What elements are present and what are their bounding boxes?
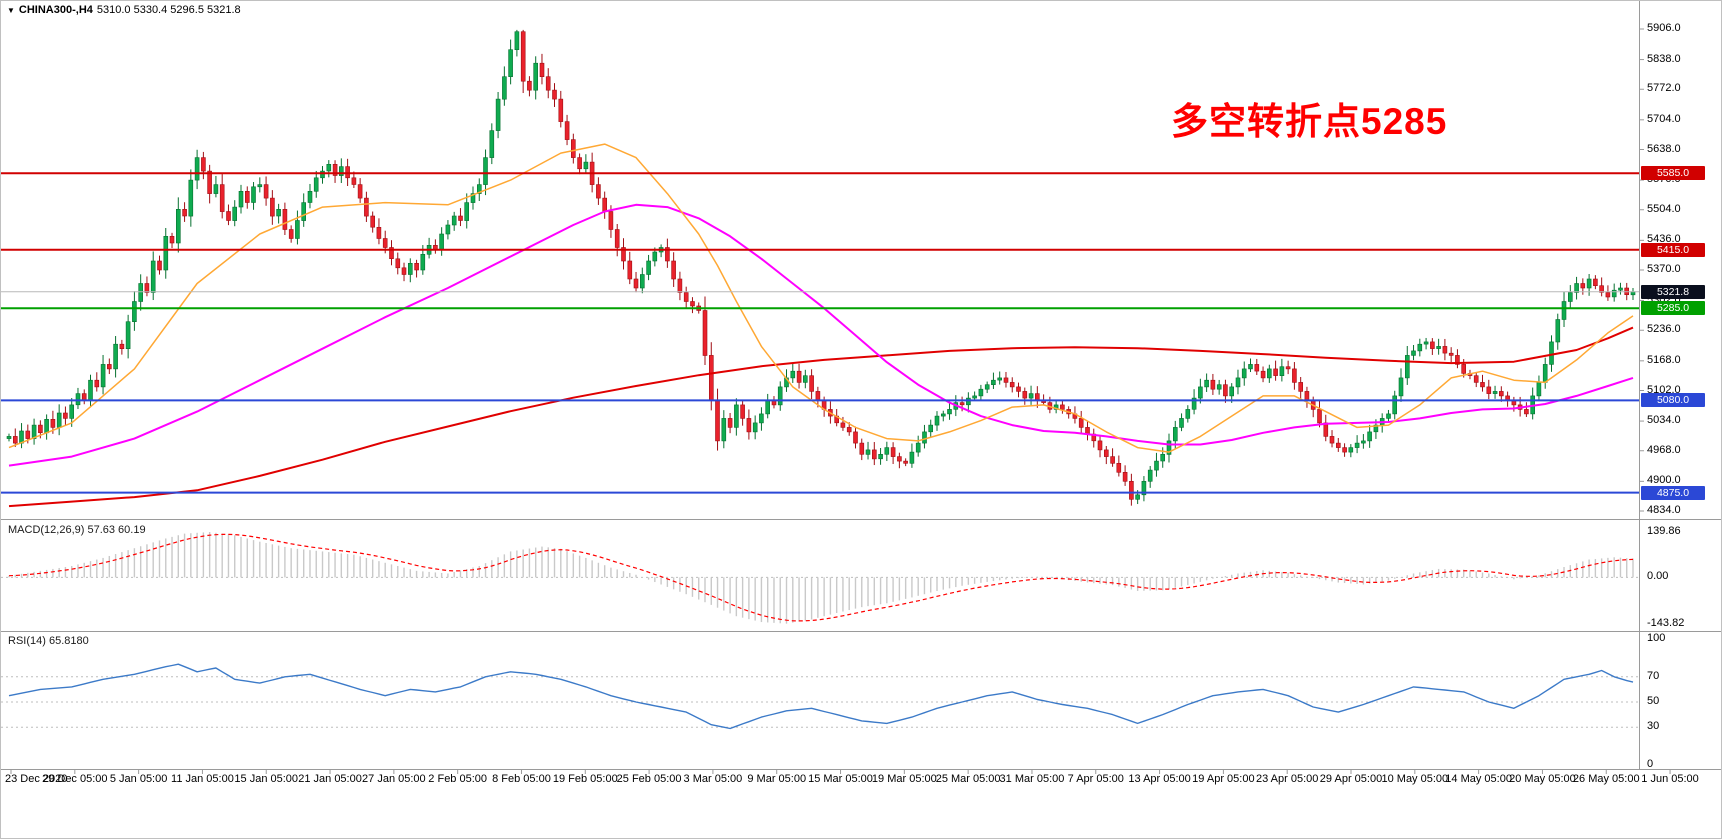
time-axis-label: 9 Mar 05:00 <box>747 773 807 785</box>
price-line-label: 5080.0 <box>1641 393 1705 407</box>
macd-indicator-label: MACD(12,26,9) 57.63 60.19 <box>8 524 146 536</box>
rsi-indicator-label: RSI(14) 65.8180 <box>8 635 89 647</box>
time-axis-label: 15 Mar 05:00 <box>808 773 873 785</box>
time-axis-label: 15 Jan 05:00 <box>234 773 299 785</box>
time-axis-label: 23 Apr 05:00 <box>1255 773 1319 785</box>
time-axis-label: 23 Dec 2020 <box>5 773 68 785</box>
horizontal-price-lines[interactable] <box>1 172 1639 494</box>
price-line-label: 4875.0 <box>1641 486 1705 500</box>
price-tick-label: 5772.0 <box>1647 82 1681 94</box>
price-tick-label: 4968.0 <box>1647 444 1681 456</box>
rsi-axis-label: 50 <box>1647 695 1660 707</box>
price-line-label: 5321.8 <box>1641 285 1705 299</box>
rsi-axis-label: 70 <box>1647 670 1660 682</box>
price-tick-label: 5168.0 <box>1647 354 1681 366</box>
price-line-label: 5415.0 <box>1641 243 1705 257</box>
price-tick-label: 5504.0 <box>1647 203 1681 215</box>
price-tick-label: 4900.0 <box>1647 474 1681 486</box>
time-axis-label: 31 Mar 05:00 <box>999 773 1065 785</box>
moving-average-medium-line <box>8 203 1634 467</box>
time-axis-label: 19 Feb 05:00 <box>552 773 618 785</box>
candlestick-layer <box>6 29 1636 506</box>
time-axis-label: 29 Apr 05:00 <box>1319 773 1383 785</box>
price-tick-label: 5906.0 <box>1647 22 1681 34</box>
time-axis-label: 27 Jan 05:00 <box>362 773 426 785</box>
time-axis-label: 5 Jan 05:00 <box>109 773 168 785</box>
time-axis-label: 19 Mar 05:00 <box>871 773 937 785</box>
price-tick-label: 4834.0 <box>1647 504 1681 516</box>
macd-axis-label: -143.82 <box>1647 617 1685 629</box>
symbol-dropdown-icon[interactable]: ▼ <box>7 5 15 15</box>
price-tick-label: 5436.0 <box>1647 233 1681 245</box>
annotation-text: 多空转折点5285 <box>1171 101 1448 142</box>
moving-average-fast-line <box>8 143 1634 453</box>
price-tick-label: 5704.0 <box>1647 113 1681 125</box>
ohlc-values: 5310.0 5330.4 5296.5 5321.8 <box>96 4 241 16</box>
time-axis-label: 3 Mar 05:00 <box>683 773 743 785</box>
time-axis-label: 1 Jun 05:00 <box>1641 773 1699 785</box>
time-axis-label: 21 Jan 05:00 <box>298 773 362 785</box>
time-axis-label: 2 Feb 05:00 <box>428 773 488 785</box>
price-line-label: 5585.0 <box>1641 166 1705 180</box>
rsi-panel <box>1 663 1639 730</box>
price-tick-label: 5638.0 <box>1647 143 1681 155</box>
price-tick-label: 5236.0 <box>1647 323 1681 335</box>
rsi-axis-label: 30 <box>1647 720 1660 732</box>
rsi-axis-label: 0 <box>1647 758 1654 770</box>
time-axis-label: 8 Feb 05:00 <box>492 773 551 785</box>
macd-axis-label: 139.86 <box>1647 525 1681 537</box>
symbol-period-label: CHINA300-,H4 <box>18 4 93 16</box>
time-axis-label: 20 May 05:00 <box>1509 773 1576 785</box>
time-axis-label: 19 Apr 05:00 <box>1192 773 1255 785</box>
panel-dividers <box>1 1 1721 774</box>
chart-title-bar: ▼ CHINA300-,H4 5310.0 5330.4 5296.5 5321… <box>7 4 241 16</box>
price-line-label: 5285.0 <box>1641 301 1705 315</box>
time-axis-label: 29 Dec 05:00 <box>42 773 108 785</box>
rsi-axis-label: 100 <box>1647 632 1666 644</box>
time-axis-label: 25 Feb 05:00 <box>616 773 682 785</box>
time-axis-label: 7 Apr 05:00 <box>1067 773 1124 785</box>
time-axis-label: 14 May 05:00 <box>1445 773 1512 785</box>
price-tick-label: 5370.0 <box>1647 263 1681 275</box>
time-axis-label: 11 Jan 05:00 <box>171 773 234 785</box>
macd-panel <box>1 531 1639 624</box>
time-axis-label: 13 Apr 05:00 <box>1128 773 1191 785</box>
price-tick-label: 5838.0 <box>1647 53 1681 65</box>
time-axis-label: 25 Mar 05:00 <box>935 773 1001 785</box>
time-axis-label: 10 May 05:00 <box>1381 773 1449 785</box>
macd-axis-label: 0.00 <box>1647 570 1669 582</box>
price-tick-label: 5034.0 <box>1647 414 1681 426</box>
time-axis-label: 26 May 05:00 <box>1572 773 1640 785</box>
moving-average-slow-line <box>8 326 1634 508</box>
